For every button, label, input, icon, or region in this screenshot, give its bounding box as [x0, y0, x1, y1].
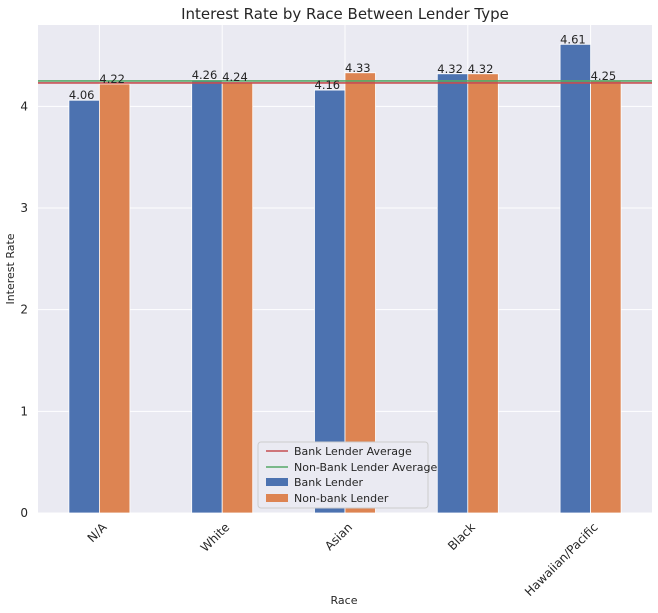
- y-tick-label: 1: [20, 404, 28, 418]
- y-tick-label: 4: [20, 99, 28, 113]
- legend-label-bank-average: Bank Lender Average: [294, 445, 412, 458]
- y-tick-labels: 0 1 2 3 4: [20, 99, 28, 520]
- x-tick-label: White: [198, 520, 233, 555]
- legend-label-nonbank-average: Non-Bank Lender Average: [294, 461, 437, 474]
- bar: [221, 81, 254, 514]
- x-tick-label: Black: [445, 520, 478, 553]
- x-tick-label: N/A: [85, 520, 110, 545]
- legend-box: [257, 441, 429, 509]
- chart-title: Interest Rate by Race Between Lender Typ…: [181, 5, 509, 23]
- legend-swatch-bank-lender: [266, 478, 288, 486]
- data-label: 4.25: [591, 69, 617, 83]
- reference-lines: [38, 80, 652, 84]
- data-labels: 4.06 4.26 4.16 4.32 4.61 4.22 4.24 4.33 4.32 4.25: [69, 32, 616, 102]
- x-tick-labels: N/A White Asian Black Hawaiian/Pacific: [85, 520, 601, 599]
- data-label: 4.61: [560, 32, 586, 46]
- data-label: 4.33: [345, 61, 371, 75]
- legend-label-bank-lender: Bank Lender: [294, 476, 364, 489]
- data-label: 4.22: [99, 72, 125, 86]
- data-label: 4.16: [315, 78, 341, 92]
- bar: [436, 73, 469, 514]
- bar: [99, 83, 131, 514]
- bar: [467, 73, 499, 514]
- data-label: 4.06: [69, 88, 95, 102]
- x-axis-label: Race: [331, 594, 358, 607]
- bar: [68, 99, 100, 514]
- legend-swatch-nonbank-lender: [266, 494, 288, 502]
- y-tick-label: 3: [20, 201, 28, 215]
- bar: [191, 79, 223, 514]
- bar: [344, 72, 376, 514]
- x-tick-label: Asian: [322, 520, 355, 553]
- y-tick-label: 2: [20, 303, 28, 317]
- y-axis-label: Interest Rate: [4, 233, 17, 304]
- data-label: 4.32: [437, 62, 463, 76]
- data-label: 4.26: [192, 68, 218, 82]
- data-label: 4.24: [222, 70, 248, 84]
- bar: [590, 80, 622, 514]
- legend: Bank Lender Average Non-Bank Lender Aver…: [257, 441, 437, 509]
- data-label: 4.32: [468, 62, 494, 76]
- legend-label-nonbank-lender: Non-bank Lender: [294, 492, 389, 505]
- x-tick-label: Hawaiian/Pacific: [522, 520, 601, 599]
- bar: [559, 43, 591, 514]
- y-tick-label: 0: [20, 506, 28, 520]
